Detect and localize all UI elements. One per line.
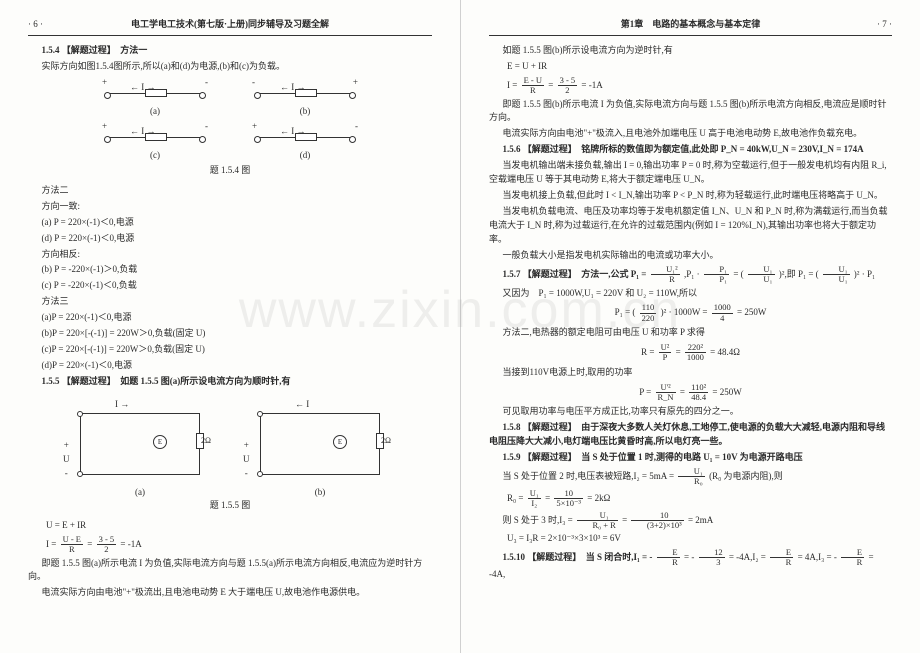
eq-I3: 则 S 处于 3 时,I₃ = U₁R₀ + R = 10(3+2)×10³ =… xyxy=(489,511,892,531)
section-1-5-7: 1.5.7 【解题过程】 方法一,公式 P₁ = U₁²R ,P₁ · P₁P₁… xyxy=(489,265,892,285)
method-2: 方法二 xyxy=(28,184,432,198)
page-right: 第1章 电路的基本概念与基本定律 · 7 · 如题 1.5.5 图(b)所示设电… xyxy=(460,0,920,653)
s154-p1: 实际方向如图1.5.4图所示,所以(a)和(d)为电源,(b)和(c)为负载。 xyxy=(28,60,432,74)
section-1-5-8: 1.5.8 【解题过程】 由于深夜大多数人关灯休息,工地停工,使电源的负载大大减… xyxy=(489,421,892,449)
circuit-1-5-5-a: I → +U- E 2Ω (a) xyxy=(65,395,215,485)
header-title-left: 电工学电工技术(第七版·上册)同步辅导及习题全解 xyxy=(58,18,402,32)
circuit-a: +- ← I → (a) xyxy=(100,80,210,106)
figure-1-5-5: I → +U- E 2Ω (a) ← I +U- E 2Ω (b) xyxy=(28,395,432,513)
circuit-1-5-5-b: ← I +U- E 2Ω (b) xyxy=(245,395,395,485)
eq-P1: P₁ = ( 110220 )² · 1000W = 10004 = 250W xyxy=(489,303,892,323)
eq-I: I = U - ER = 3 - 52 = -1A xyxy=(46,535,432,555)
section-1-5-5: 1.5.5 【解题过程】 如题 1.5.5 图(a)所示设电流方向为顺时针,有 xyxy=(28,375,432,389)
section-1-5-6: 1.5.6 【解题过程】 铭牌所标的数值即为额定值,此处即 P_N = 40kW… xyxy=(489,143,892,157)
fig-1-5-4-caption: 题 1.5.4 图 xyxy=(28,164,432,178)
eq-I-right: I = E - UR = 3 - 52 = -1A xyxy=(507,76,892,96)
eq-P: P = U'²R_N = 110²48.4 = 250W xyxy=(489,383,892,403)
eq-U: U = E + IR xyxy=(46,519,432,533)
section-1-5-4: 1.5.4 【解题过程】 方法一 xyxy=(28,44,432,58)
header-left: · 6 · 电工学电工技术(第七版·上册)同步辅导及习题全解 xyxy=(28,18,432,36)
method-3: 方法三 xyxy=(28,295,432,309)
section-1-5-9: 1.5.9 【解题过程】 当 S 处于位置 1 时,测得的电路 U₁ = 10V… xyxy=(489,451,892,465)
circuit-d: +- ← I → (d) xyxy=(250,124,360,150)
section-1-5-10: 1.5.10 【解题过程】 当 S 闭合时,I₁ = - ER = - 123 … xyxy=(489,548,892,582)
fig-1-5-5-caption: 题 1.5.5 图 xyxy=(28,499,432,513)
eq-R0: R₀ = U₁I₂ = 105×10⁻³ = 2kΩ xyxy=(507,489,892,509)
figure-1-5-4: +- ← I → (a) -+ ← I → (b) +- ← I → (c) +… xyxy=(28,80,432,178)
header-title-right: 第1章 电路的基本概念与基本定律 xyxy=(519,18,862,32)
page-number-right: · 7 · xyxy=(862,18,892,32)
page-left: · 6 · 电工学电工技术(第七版·上册)同步辅导及习题全解 1.5.4 【解题… xyxy=(0,0,460,653)
eq-R: R = U²P = 220²1000 = 48.4Ω xyxy=(489,343,892,363)
page-number-left: · 6 · xyxy=(28,18,58,32)
circuit-c: +- ← I → (c) xyxy=(100,124,210,150)
header-right: 第1章 电路的基本概念与基本定律 · 7 · xyxy=(489,18,892,36)
circuit-b: -+ ← I → (b) xyxy=(250,80,360,106)
